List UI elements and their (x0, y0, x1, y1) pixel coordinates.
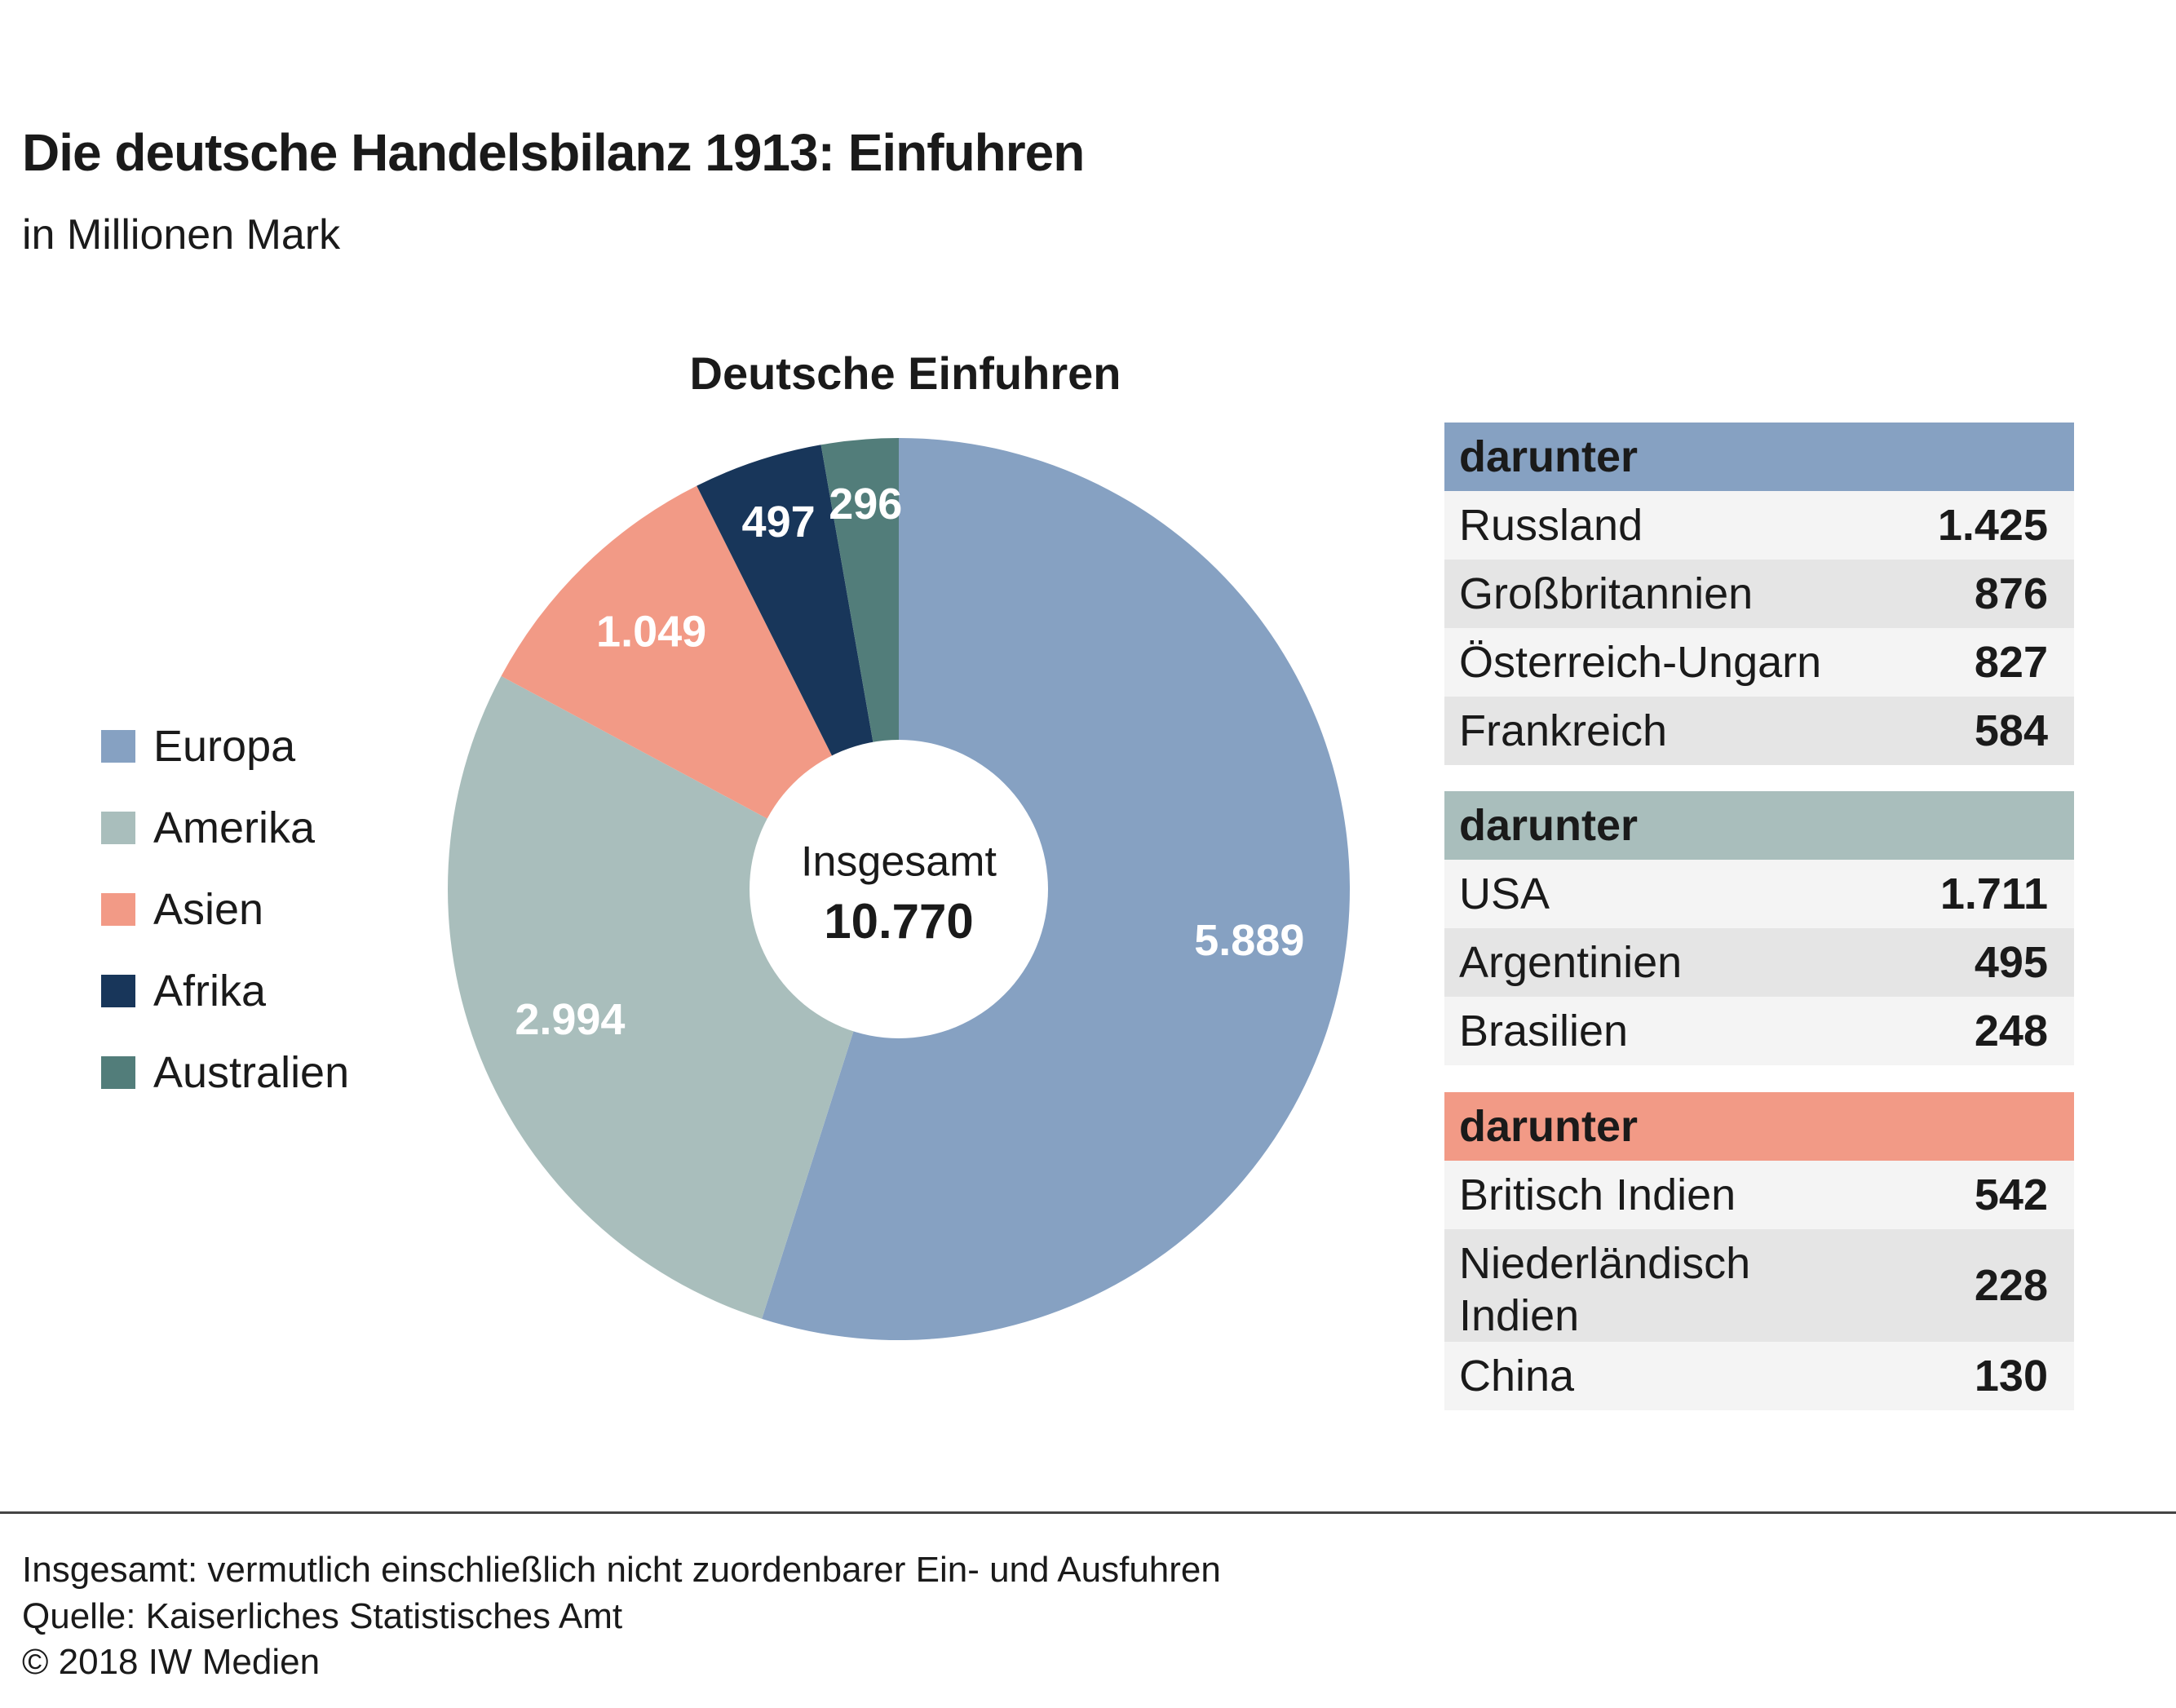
legend-swatch-europa (101, 730, 135, 763)
page-subtitle: in Millionen Mark (22, 211, 341, 259)
country-name: China (1459, 1352, 1575, 1400)
table-row: Argentinien 495 (1444, 928, 2074, 997)
footer-source: Quelle: Kaiserliches Statistisches Amt (22, 1596, 623, 1636)
slice-value-label: 1.049 (596, 608, 706, 657)
footer-note: Insgesamt: vermutlich einschließlich nic… (22, 1550, 1221, 1590)
country-name: Niederländisch Indien (1459, 1239, 1751, 1340)
table-row: Großbritannien 876 (1444, 560, 2074, 628)
legend-label: Australien (153, 1048, 350, 1097)
country-value: 248 (1974, 1007, 2048, 1055)
footer-divider (0, 1511, 2176, 1514)
country-value: 228 (1974, 1261, 2048, 1310)
slice-value-label: 5.889 (1194, 916, 1304, 965)
country-name: Frankreich (1459, 706, 1668, 755)
country-name: USA (1459, 869, 1550, 918)
country-value: 827 (1974, 638, 2048, 687)
country-value: 584 (1974, 706, 2048, 755)
table-row: Brasilien 248 (1444, 997, 2074, 1065)
table-row: USA 1.711 (1444, 860, 2074, 928)
footer-copyright: © 2018 IW Medien (22, 1642, 321, 1682)
chart-title: Deutsche Einfuhren (689, 347, 1121, 399)
legend-swatch-australien (101, 1056, 135, 1089)
country-value: 876 (1974, 569, 2048, 618)
table-header: darunter (1444, 1092, 2074, 1161)
table-row: Österreich-Ungarn 827 (1444, 628, 2074, 697)
table-row: Frankreich 584 (1444, 697, 2074, 765)
country-name: Österreich-Ungarn (1459, 638, 1822, 687)
country-value: 542 (1974, 1170, 2048, 1219)
country-value: 1.711 (1939, 869, 2048, 918)
legend-label: Afrika (153, 967, 267, 1016)
slice-value-label: 2.994 (515, 995, 625, 1044)
country-value: 1.425 (1937, 501, 2048, 550)
table-row: Britisch Indien 542 (1444, 1161, 2074, 1229)
legend-label: Amerika (153, 803, 316, 852)
table-row: Russland 1.425 (1444, 491, 2074, 560)
legend-swatch-asien (101, 893, 135, 926)
table-row: China 130 (1444, 1342, 2074, 1410)
asia-breakdown-table: darunter Britisch Indien 542 Niederländi… (1444, 1092, 2074, 1410)
slice-value-label: 497 (742, 498, 816, 546)
country-name: Brasilien (1459, 1007, 1629, 1055)
table-header: darunter (1444, 423, 2074, 491)
country-name: Britisch Indien (1459, 1170, 1736, 1219)
legend-label: Europa (153, 722, 296, 771)
pie-slice-europa (762, 438, 1351, 1340)
center-total-value: 10.770 (824, 894, 974, 949)
country-name: Russland (1459, 501, 1643, 550)
legend-label: Asien (153, 885, 264, 934)
country-name: Großbritannien (1459, 569, 1754, 618)
america-breakdown-table: darunter USA 1.711 Argentinien 495 Brasi… (1444, 791, 2074, 1065)
center-label: Insgesamt (801, 839, 997, 886)
legend-swatch-afrika (101, 975, 135, 1007)
donut-hole (750, 740, 1048, 1038)
table-header: darunter (1444, 791, 2074, 860)
country-value: 495 (1974, 938, 2048, 987)
page-title: Die deutsche Handelsbilanz 1913: Einfuhr… (22, 123, 1085, 182)
europe-breakdown-table: darunter Russland 1.425 Großbritannien 8… (1444, 423, 2074, 765)
country-name: Argentinien (1459, 938, 1683, 987)
slice-value-label: 296 (829, 480, 902, 529)
country-value: 130 (1974, 1352, 2048, 1400)
table-row: Niederländisch Indien 228 (1444, 1229, 2074, 1342)
legend-swatch-amerika (101, 812, 135, 844)
